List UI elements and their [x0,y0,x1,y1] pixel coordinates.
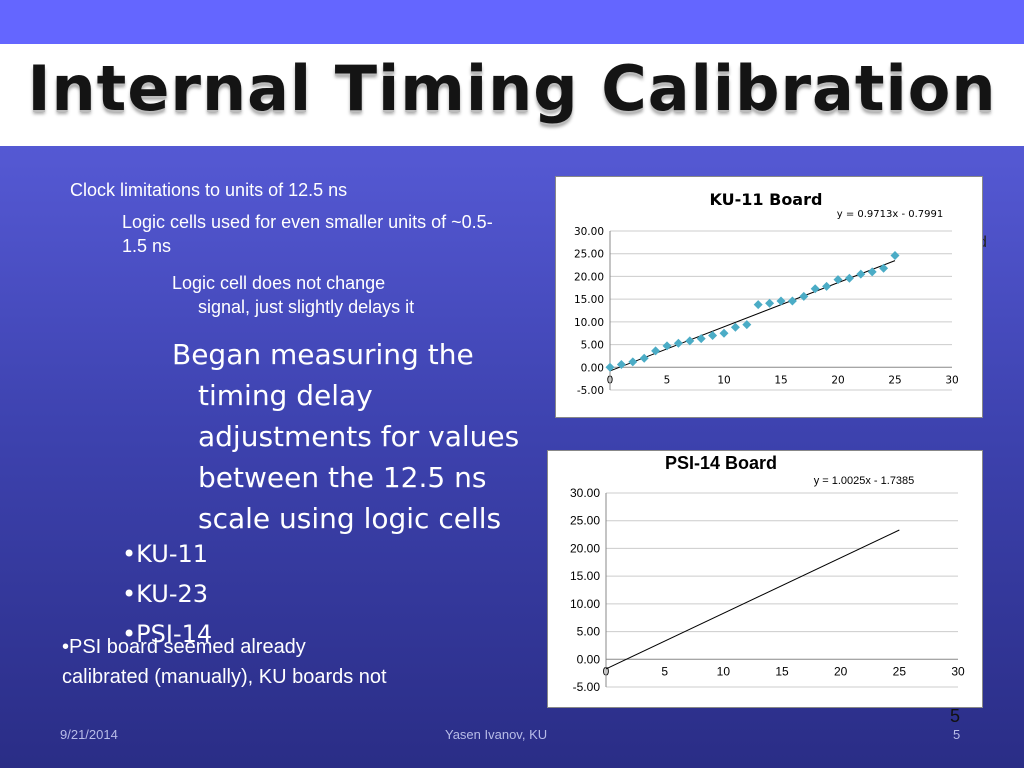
data-point [662,341,672,351]
y-tick-label: 15.00 [570,569,600,583]
y-tick-label: -5.00 [577,385,604,397]
bullet-level4-line4: between the 12.5 ns [198,461,487,494]
calibration-note-line1: •PSI board seemed already [62,636,306,658]
y-tick-label: 20.00 [574,271,604,283]
footer-author: Yasen Ivanov, KU [445,727,548,742]
data-point [810,284,820,294]
board-bullet-ku11: •KU-11 [122,540,209,568]
x-tick-label: 15 [775,664,789,678]
y-tick-label: 5.00 [577,625,601,639]
data-point [639,353,649,363]
x-tick-label: 10 [717,664,731,678]
psi14-chart: PSI-14 Board y = 1.0025x - 1.7385 30.00 25.… [547,450,983,708]
bullet-level1: Clock limitations to units of 12.5 ns [70,180,348,200]
trendline-equation: y = 1.0025x - 1.7385 [814,475,915,487]
data-point [879,263,889,273]
data-point [787,296,797,306]
y-tick-label: -5.00 [573,680,601,694]
y-tick-label: 0.00 [581,362,604,374]
y-tick-label: 0.00 [577,652,601,666]
data-point [799,291,809,301]
data-point [628,357,638,367]
data-point [890,251,900,261]
x-tick-label: 30 [951,664,965,678]
data-point [673,338,683,348]
data-point [605,362,615,372]
data-point [753,300,763,310]
bullet-level3: Logic cell does not change signal, just … [172,271,512,319]
data-point [616,360,626,370]
bullet-level4-line1: Began measuring the [172,338,474,371]
chart-title: KU-11 Board [710,190,823,209]
trendline [605,529,900,670]
data-point [867,267,877,277]
data-point [730,322,740,332]
data-point [708,330,718,340]
x-tick-label: 20 [831,374,844,386]
data-point [822,281,832,291]
bullet-level3-line1: Logic cell does not change [172,273,386,293]
data-point [742,320,752,330]
x-tick-label: 25 [888,374,901,386]
ku11-chart: KU-11 Board y = 0.9713x - 0.7991 30.00 25.0… [555,176,983,418]
top-color-band [0,0,1024,44]
slide-title: Internal Timing Calibration [27,52,997,125]
y-tick-label: 10.00 [574,317,604,329]
data-point [844,273,854,283]
footer-page-number: 5 [953,727,961,742]
bullet-level3-line2: signal, just slightly delays it [198,297,415,317]
y-tick-label: 5.00 [581,340,604,352]
calibration-note: •PSI board seemed already calibrated (ma… [62,632,502,692]
chart-title: PSI-14 Board [665,453,777,473]
bullet-level2: Logic cells used for even smaller units … [122,212,493,256]
data-point [685,336,695,346]
y-tick-label: 30.00 [570,486,600,500]
data-point [856,269,866,279]
board-bullet-ku23: •KU-23 [122,580,209,608]
board-bullet-psi14: •PSI-14 [122,620,213,648]
slide-number-overlay: 5 [950,706,961,726]
data-point [719,328,729,338]
y-tick-label: 30.00 [574,226,604,238]
data-point [776,296,786,306]
bullet-level4: Began measuring the timing delay adjustm… [172,334,522,539]
data-point [765,298,775,308]
x-tick-label: 5 [664,374,671,386]
data-point [833,275,843,285]
data-point [696,334,706,344]
x-tick-label: 25 [893,664,907,678]
bullet-level4-line2: timing delay [198,379,373,412]
x-tick-label: 20 [834,664,848,678]
bullet-level4-line3: adjustments for values [198,420,520,453]
x-tick-label: 10 [717,374,730,386]
x-tick-label: 5 [661,664,668,678]
y-tick-label: 25.00 [574,249,604,261]
data-point [651,346,661,356]
y-tick-label: 10.00 [570,597,600,611]
x-tick-label: 15 [774,374,787,386]
x-tick-label: 30 [945,374,958,386]
y-tick-label: 15.00 [574,294,604,306]
title-band [0,44,1024,146]
trendline-equation: y = 0.9713x - 0.7991 [837,209,944,220]
ku11-chart-svg: KU-11 Board y = 0.9713x - 0.7991 30.00 25.0… [574,190,959,397]
calibration-note-line2: calibrated (manually), KU boards not [62,666,387,688]
bullet-level4-line5: scale using logic cells [198,502,502,535]
psi14-chart-svg: PSI-14 Board y = 1.0025x - 1.7385 30.00 25.… [570,453,965,694]
y-tick-label: 25.00 [570,514,600,528]
footer-date: 9/21/2014 [60,727,118,742]
y-tick-label: 20.00 [570,541,600,555]
